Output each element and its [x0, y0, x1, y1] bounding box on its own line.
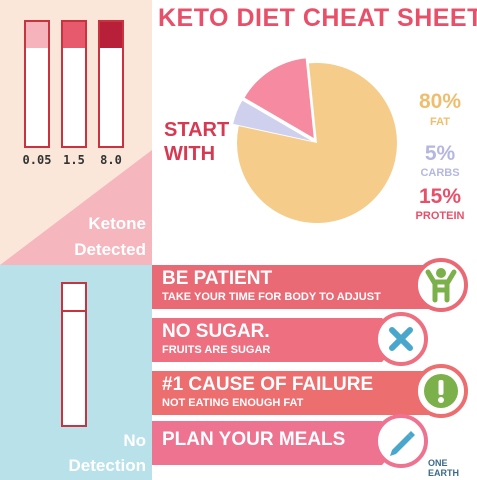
test-strip-low: [24, 20, 50, 148]
start-with-label: START WITH: [164, 118, 229, 166]
pie-slice-fat: [237, 63, 397, 223]
tip-subtext: FRUITS ARE SUGAR: [162, 344, 271, 356]
exclamation-icon: [414, 364, 468, 418]
strip-label-medium: 1.5: [63, 153, 85, 167]
cross-icon: [374, 312, 428, 366]
tip-heading: NO SUGAR.: [162, 321, 270, 342]
brand-logo: ONE EARTH: [428, 458, 477, 478]
tip-band: [152, 265, 457, 309]
tip-subtext: NOT EATING ENOUGH FAT: [162, 397, 304, 409]
protein-percent: 15%: [418, 185, 462, 208]
pencil-icon: [374, 414, 428, 468]
detection-label: Detection: [68, 456, 146, 475]
strip-label-low: 0.05: [22, 153, 52, 167]
fat-label: FAT: [430, 116, 450, 128]
tip-band: [152, 371, 457, 415]
strip-pad: [100, 22, 122, 48]
tip-heading: PLAN YOUR MEALS: [162, 429, 346, 450]
tip-heading: #1 CAUSE OF FAILURE: [162, 374, 374, 395]
pink-triangle: [0, 150, 152, 265]
tip-band: [152, 318, 402, 362]
tip-band: [152, 421, 402, 465]
protein-label: PROTEIN: [415, 210, 465, 222]
strip-pad: [26, 22, 48, 48]
strip-pad: [63, 284, 85, 312]
logo-text: ONE EARTH: [428, 458, 459, 478]
test-strip-medium: [61, 20, 87, 148]
ketone-label: Ketone: [88, 214, 146, 233]
fat-percent: 80%: [418, 90, 462, 113]
test-strip-blank: [61, 282, 87, 427]
person-cheer-icon: [414, 258, 468, 312]
macro-pie-chart: [233, 58, 397, 223]
strip-label-high: 8.0: [100, 153, 122, 167]
tip-subtext: TAKE YOUR TIME FOR BODY TO ADJUST: [162, 291, 381, 303]
no-detection-panel: No Detection: [0, 265, 152, 480]
start-label: START: [164, 119, 230, 141]
no-label: No: [123, 431, 146, 450]
pie-slice-protein: [244, 58, 314, 138]
page-title: KETO DIET CHEAT SHEET: [158, 4, 477, 32]
detected-label: Detected: [74, 240, 146, 259]
pie-slice-carbs: [233, 100, 312, 141]
ketone-detected-panel: 0.05 1.5 8.0 Ketone Detected: [0, 0, 152, 265]
carbs-percent: 5%: [424, 142, 456, 165]
test-strip-high: [98, 20, 124, 148]
tip-heading: BE PATIENT: [162, 268, 273, 289]
carbs-label: CARBS: [420, 167, 460, 179]
with-label: WITH: [164, 143, 216, 165]
strip-pad: [63, 22, 85, 48]
